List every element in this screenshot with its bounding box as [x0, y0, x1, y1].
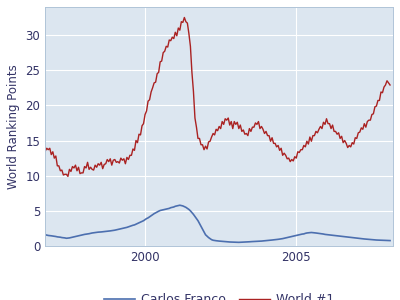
- Carlos Franco: [129, 224, 134, 228]
- Carlos Franco: [43, 233, 48, 237]
- World #1: [339, 134, 344, 138]
- World #1: [43, 149, 48, 153]
- Carlos Franco: [388, 239, 392, 242]
- World #1: [66, 175, 70, 178]
- Carlos Franco: [130, 224, 135, 227]
- Carlos Franco: [178, 203, 182, 207]
- Carlos Franco: [302, 232, 306, 236]
- Carlos Franco: [268, 238, 273, 242]
- Y-axis label: World Ranking Points: World Ranking Points: [7, 64, 20, 189]
- Carlos Franco: [235, 241, 240, 244]
- Carlos Franco: [339, 235, 344, 238]
- World #1: [316, 128, 321, 131]
- Legend: Carlos Franco, World #1: Carlos Franco, World #1: [99, 288, 340, 300]
- World #1: [302, 144, 306, 147]
- World #1: [268, 140, 273, 143]
- World #1: [130, 147, 135, 151]
- World #1: [132, 148, 137, 152]
- World #1: [182, 16, 187, 19]
- Line: World #1: World #1: [45, 17, 390, 176]
- Carlos Franco: [316, 232, 321, 235]
- Line: Carlos Franco: Carlos Franco: [45, 205, 390, 242]
- World #1: [388, 83, 392, 87]
